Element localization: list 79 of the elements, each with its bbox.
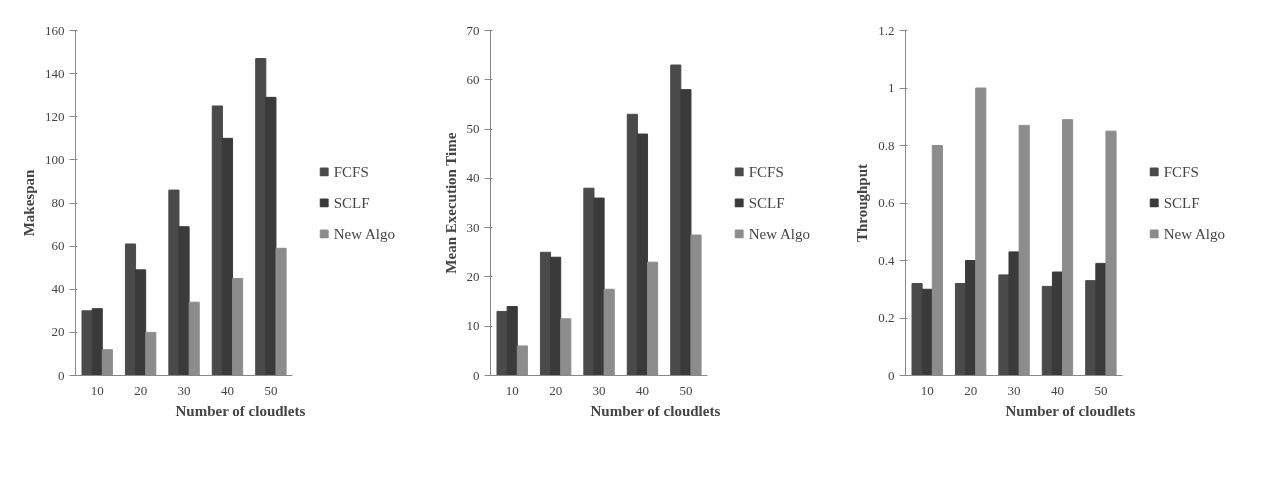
y-tick-label: 1 (888, 80, 895, 95)
y-tick-label: 10 (466, 318, 480, 334)
legend-label: SCLF (1163, 194, 1200, 211)
y-tick-label: 40 (51, 281, 65, 297)
bar (593, 197, 605, 376)
bar (998, 274, 1010, 376)
bar (583, 187, 595, 376)
x-tick-label: 40 (635, 382, 649, 398)
y-axis-title: Makespan (21, 169, 37, 237)
y-tick-label: 50 (466, 121, 480, 137)
y-tick-label: 0 (58, 367, 65, 383)
y-tick-label: 30 (466, 219, 480, 235)
legend-label: SCLF (333, 194, 370, 211)
x-tick-label: 50 (264, 382, 278, 398)
x-axis-title: Number of cloudlets (1005, 402, 1136, 419)
y-tick-label: 1.2 (878, 22, 895, 38)
bar (124, 243, 137, 376)
legend-label: FCFS (1163, 163, 1199, 180)
bar (911, 283, 923, 376)
bar (550, 256, 562, 376)
y-tick-label: 140 (45, 65, 65, 81)
y-axis-title: Mean Execution Time (442, 132, 459, 274)
x-tick-label: 20 (134, 382, 148, 398)
x-tick-label: 30 (592, 382, 606, 398)
x-tick-label: 50 (679, 382, 693, 398)
y-tick-label: 40 (466, 170, 480, 186)
y-axis-title: Throughput (854, 163, 871, 243)
x-axis-title: Number of cloudlets (590, 402, 721, 419)
y-tick-label: 0 (473, 367, 480, 383)
legend-label: FCFS (333, 163, 369, 180)
x-tick-label: 40 (220, 382, 234, 398)
bar (221, 137, 234, 376)
x-axis-title: Number of cloudlets (175, 402, 306, 419)
bar (91, 308, 103, 376)
x-tick-label: 10 (90, 382, 104, 398)
bar (211, 105, 223, 376)
y-tick-label: 60 (466, 71, 480, 87)
bar (539, 251, 552, 376)
y-tick-label: 60 (51, 238, 65, 254)
bar (1051, 271, 1064, 376)
x-tick-label: 10 (920, 382, 934, 398)
x-tick-label: 30 (177, 382, 191, 398)
x-tick-label: 20 (964, 382, 978, 398)
bar (921, 288, 933, 376)
y-tick-label: 100 (45, 151, 65, 167)
y-tick-label: 0.2 (878, 310, 895, 325)
bar (1085, 280, 1097, 376)
y-tick-label: 0 (888, 367, 895, 383)
legend-label: New Algo (1163, 225, 1225, 242)
bar (81, 310, 93, 376)
bar (135, 269, 147, 376)
bar (506, 306, 518, 376)
x-tick-label: 40 (1050, 382, 1064, 398)
x-tick-label: 20 (549, 382, 563, 398)
x-tick-label: 50 (1094, 382, 1108, 398)
bar (178, 226, 190, 376)
y-tick-label: 160 (45, 22, 65, 38)
x-tick-label: 10 (505, 382, 519, 398)
bar (265, 96, 277, 376)
y-tick-label: 0.4 (878, 252, 895, 268)
y-tick-label: 0.8 (878, 137, 895, 153)
y-tick-label: 20 (51, 324, 65, 340)
x-tick-label: 30 (1007, 382, 1021, 398)
bar (1008, 251, 1020, 376)
bar (168, 189, 180, 376)
legend-label: FCFS (748, 163, 784, 180)
y-tick-label: 70 (466, 22, 480, 38)
y-tick-label: 20 (466, 268, 480, 284)
y-tick-label: 120 (45, 108, 65, 124)
legend-label: SCLF (748, 194, 785, 211)
legend-label: New Algo (333, 225, 395, 242)
bar (255, 58, 267, 376)
bar (636, 133, 649, 376)
y-tick-label: 0.6 (878, 195, 895, 210)
bar (626, 113, 638, 376)
bar (680, 89, 692, 376)
bar (670, 64, 682, 376)
y-tick-label: 80 (51, 195, 65, 210)
legend-label: New Algo (748, 225, 810, 242)
